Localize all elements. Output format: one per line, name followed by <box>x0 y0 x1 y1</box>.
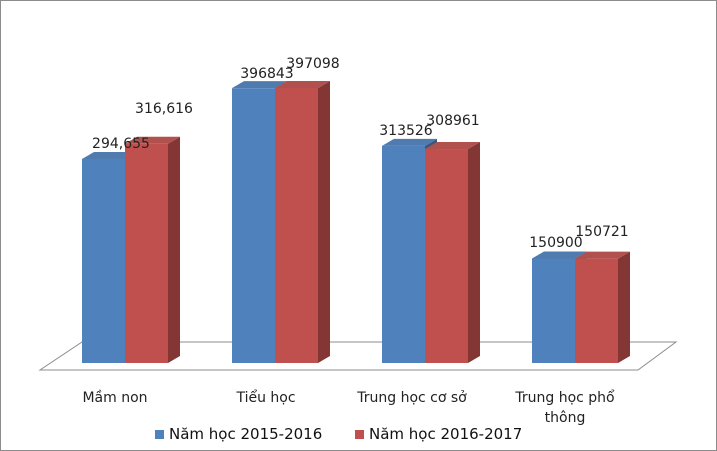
category-labels-group: Mầm non Tiểu học Trung học cơ sở Trung học … <box>82 389 615 426</box>
bar-0-3 <box>532 258 575 363</box>
category-label-0: Mầm non <box>82 390 147 406</box>
bar-top-1-0 <box>125 136 180 144</box>
category-label-3: Trung học phổ thông <box>514 389 615 426</box>
bar-top-1-2 <box>425 142 480 150</box>
bar-side-1-0 <box>168 136 180 363</box>
data-label-0-1: 396843 <box>240 66 293 82</box>
category-label-1: Tiểu học <box>235 389 295 406</box>
bar-top-1-1 <box>275 81 330 88</box>
data-label-0-3: 150900 <box>529 235 582 251</box>
bar-top-0-1 <box>232 81 287 89</box>
bar-0-0 <box>82 158 125 363</box>
data-label-0-0: 294,655 <box>92 136 150 152</box>
bar-side-1-1 <box>318 81 330 363</box>
bar-1-1 <box>275 88 318 363</box>
bar-side-1-2 <box>468 142 480 363</box>
data-label-1-2: 308961 <box>426 113 479 129</box>
data-label-0-2: 313526 <box>379 123 433 139</box>
bar-1-2 <box>425 149 468 363</box>
bars-group <box>82 81 630 364</box>
bar-top-0-3 <box>532 251 587 259</box>
bar-top-1-3 <box>575 251 630 259</box>
category-label-2: Trung học cơ sở <box>356 390 467 406</box>
bar-top-0-0 <box>82 151 137 159</box>
bar-side-1-3 <box>618 251 630 363</box>
bar-1-3 <box>575 258 618 363</box>
bar-0-2 <box>382 145 425 363</box>
data-label-1-1: 397098 <box>286 56 339 72</box>
legend-label-0: Năm học 2015-2016 <box>169 425 322 443</box>
legend-swatch-1 <box>355 430 364 439</box>
data-label-1-3: 150721 <box>575 224 628 240</box>
bar-0-1 <box>232 88 275 364</box>
legend-swatch-0 <box>155 430 164 439</box>
bar-1-0 <box>125 143 168 363</box>
legend: Năm học 2015-2016 Năm học 2016-2017 <box>155 425 522 443</box>
data-label-1-0: 316,616 <box>135 101 193 117</box>
legend-label-1: Năm học 2016-2017 <box>369 425 522 443</box>
bar-top-0-2 <box>382 138 437 146</box>
